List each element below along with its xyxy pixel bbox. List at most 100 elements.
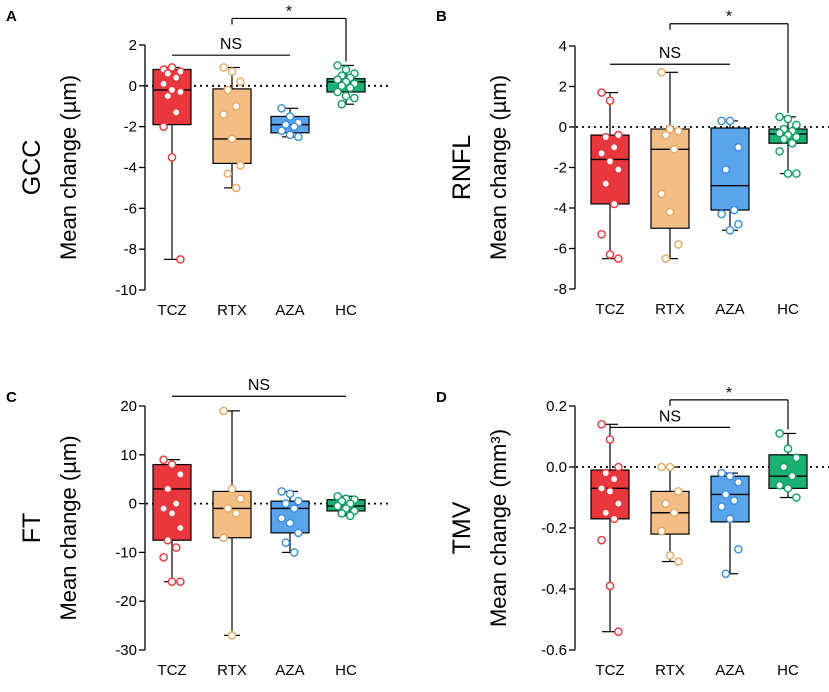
- y-tick-label: -10: [115, 544, 137, 561]
- data-point: [792, 453, 801, 463]
- data-point: [661, 499, 671, 508]
- y-tick-label: -4: [124, 160, 137, 177]
- data-point: [665, 207, 675, 217]
- data-point: [345, 511, 355, 521]
- y-tick-label: 0.0: [546, 459, 567, 476]
- box-iqr: [768, 454, 808, 489]
- box-hc: [768, 112, 808, 178]
- box-hc: [768, 429, 808, 502]
- y-tick-label: 4: [559, 38, 567, 55]
- data-point: [775, 146, 784, 156]
- panel-letter: D: [436, 389, 447, 406]
- significance-annotation: NS: [610, 408, 730, 428]
- data-point: [227, 484, 237, 494]
- data-point: [176, 255, 185, 264]
- annotation-label: NS: [220, 36, 242, 53]
- data-point: [614, 254, 623, 263]
- x-category-label: HC: [335, 302, 357, 319]
- box-iqr: [590, 134, 630, 205]
- data-point: [792, 493, 801, 502]
- box-iqr: [710, 475, 750, 523]
- y-tick-label: -8: [554, 281, 567, 298]
- data-point: [725, 225, 735, 235]
- box-rtx: [650, 68, 690, 263]
- y-axis-label-units: Mean change (mm³): [486, 429, 511, 627]
- x-category-label: RTX: [217, 662, 247, 679]
- data-point: [597, 230, 606, 239]
- box-tcz: [152, 455, 192, 586]
- y-tick-label: 2: [559, 79, 567, 96]
- data-point: [601, 468, 611, 478]
- y-tick-label: -8: [124, 241, 137, 258]
- data-point: [176, 67, 185, 76]
- data-point: [674, 126, 683, 136]
- data-point: [294, 132, 303, 142]
- data-point: [219, 63, 228, 72]
- data-point: [605, 157, 615, 166]
- data-point: [657, 68, 666, 77]
- panel-b: B RNFL Mean change (µm) 4 2 0 -2 -4 -6 -8 TCZ RTX AZ…: [436, 8, 829, 318]
- data-point: [605, 581, 615, 591]
- data-point: [167, 63, 177, 72]
- data-point: [734, 545, 743, 554]
- data-point: [597, 484, 606, 493]
- x-category-label: RTX: [217, 302, 247, 319]
- data-point: [657, 526, 666, 536]
- box-iqr: [270, 500, 310, 534]
- data-point: [236, 161, 245, 170]
- data-point: [605, 487, 615, 496]
- x-category-label: HC: [777, 301, 799, 318]
- data-point: [787, 138, 797, 148]
- box-rtx: [212, 406, 252, 640]
- data-point: [333, 87, 342, 97]
- y-axis-label-units: Mean change (µm): [56, 435, 81, 620]
- significance-annotation: *: [231, 3, 347, 62]
- box-iqr: [152, 68, 192, 126]
- data-point: [717, 209, 726, 219]
- y-axis-label-measure: TMV: [448, 501, 476, 554]
- data-point: [159, 552, 168, 562]
- data-point: [665, 462, 675, 472]
- y-tick-label: -0.4: [541, 581, 567, 598]
- data-point: [721, 165, 731, 174]
- data-point: [597, 535, 606, 545]
- box-aza: [710, 116, 750, 235]
- data-point: [277, 103, 286, 113]
- data-point: [176, 87, 185, 97]
- data-point: [674, 557, 683, 566]
- data-point: [783, 169, 793, 178]
- data-point: [289, 122, 299, 131]
- y-tick-label: -6: [124, 200, 137, 217]
- x-category-label: RTX: [655, 301, 685, 318]
- data-point: [227, 134, 237, 144]
- data-point: [163, 484, 173, 494]
- box-aza: [710, 468, 750, 579]
- data-point: [337, 99, 347, 109]
- panel-d: D TMV Mean change (mm³) 0.2 0.0 -0.2 -0.4 -0.6 T…: [436, 385, 829, 679]
- data-point: [277, 126, 286, 136]
- data-point: [219, 110, 228, 119]
- data-point: [601, 179, 611, 188]
- data-point: [236, 494, 245, 504]
- data-point: [614, 499, 623, 508]
- significance-annotation: NS: [172, 36, 290, 56]
- panel-a: A GCC Mean change (µm) 2 0 -2 -4 -6 -8 -10 TCZ RTX A…: [6, 3, 391, 319]
- data-point: [167, 509, 177, 518]
- significance-annotation: *: [669, 385, 789, 430]
- data-point: [167, 152, 177, 162]
- y-tick-label: -0.2: [541, 520, 567, 537]
- y-tick-label: -20: [115, 593, 137, 610]
- data-point: [345, 83, 355, 93]
- annotation-label: *: [726, 385, 732, 402]
- y-tick-label: -6: [554, 241, 567, 258]
- data-point: [167, 460, 177, 469]
- data-point: [787, 471, 797, 481]
- data-point: [597, 419, 606, 429]
- data-point: [231, 183, 241, 193]
- box-tcz: [152, 63, 192, 264]
- x-category-label: TCZ: [595, 662, 624, 679]
- data-point: [669, 508, 679, 518]
- y-axis-label-measure: RNFL: [448, 135, 476, 200]
